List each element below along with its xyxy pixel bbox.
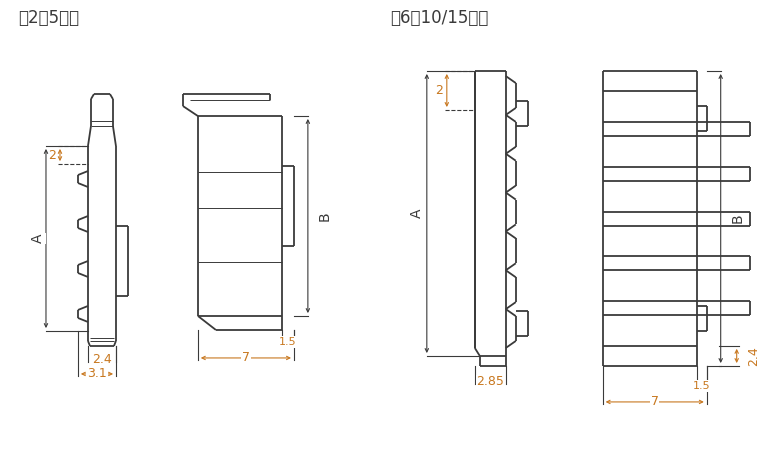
Text: 2: 2 — [435, 84, 443, 97]
Text: 。2～5极〃: 。2～5极〃 — [18, 9, 79, 27]
Text: 2.4: 2.4 — [747, 346, 759, 366]
Text: A: A — [410, 209, 424, 218]
Text: 3.1: 3.1 — [87, 367, 107, 381]
Text: 1.5: 1.5 — [279, 337, 297, 347]
Text: 1.5: 1.5 — [693, 381, 711, 391]
Text: 2.85: 2.85 — [476, 375, 505, 389]
Text: 。6～10/15极〃: 。6～10/15极〃 — [390, 9, 489, 27]
Text: 7: 7 — [242, 351, 250, 365]
Text: 2.4: 2.4 — [92, 353, 112, 366]
Text: B: B — [731, 214, 745, 223]
Text: 7: 7 — [651, 396, 659, 408]
Text: 2: 2 — [48, 148, 56, 162]
Text: B: B — [318, 211, 332, 221]
Text: A: A — [31, 234, 45, 243]
